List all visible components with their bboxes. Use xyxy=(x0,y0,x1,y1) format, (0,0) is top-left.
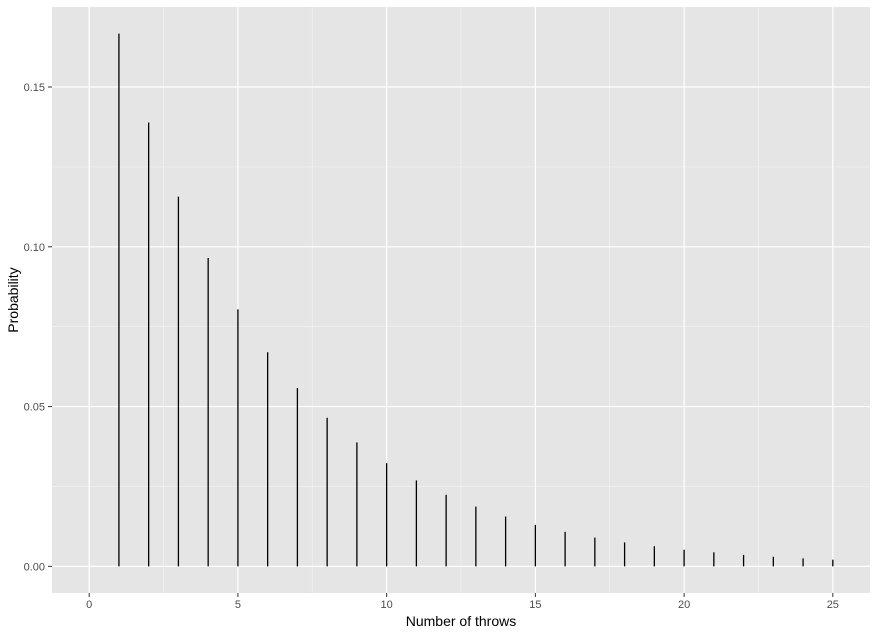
data-spikes xyxy=(118,33,834,567)
y-axis-title: Probability xyxy=(5,267,21,332)
x-tick-label: 25 xyxy=(827,599,839,611)
x-tick-label: 15 xyxy=(529,599,541,611)
y-tick-label: 0.15 xyxy=(24,82,45,94)
y-tick-label: 0.10 xyxy=(24,242,45,254)
grid-minor xyxy=(52,7,870,593)
y-tick-label: 0.05 xyxy=(24,402,45,414)
x-tick-label: 5 xyxy=(235,599,241,611)
x-tick-label: 0 xyxy=(86,599,92,611)
y-axis: 0.00 0.05 0.10 0.15 xyxy=(24,82,52,573)
x-tick-label: 10 xyxy=(381,599,393,611)
x-axis: 0 5 10 15 20 25 xyxy=(86,593,839,611)
x-axis-title: Number of throws xyxy=(406,613,516,629)
x-tick-label: 20 xyxy=(678,599,690,611)
y-tick-label: 0.00 xyxy=(24,561,45,573)
